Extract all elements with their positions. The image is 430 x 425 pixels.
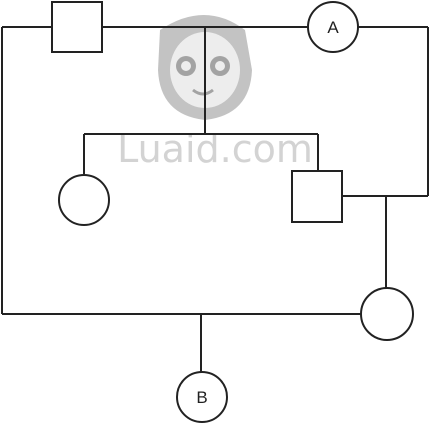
- female-circle-right: [360, 287, 414, 341]
- node-b-circle: [176, 371, 228, 423]
- node-b: B: [176, 371, 228, 423]
- male-square-top: [51, 1, 103, 53]
- node-a: A: [307, 1, 359, 53]
- watermark: Luaid.com: [117, 15, 313, 171]
- female-circle-left: [58, 174, 110, 226]
- male-square-right: [291, 170, 343, 223]
- node-a-circle: [307, 1, 359, 53]
- node-a-label: A: [327, 18, 339, 37]
- node-b-label: B: [196, 388, 207, 407]
